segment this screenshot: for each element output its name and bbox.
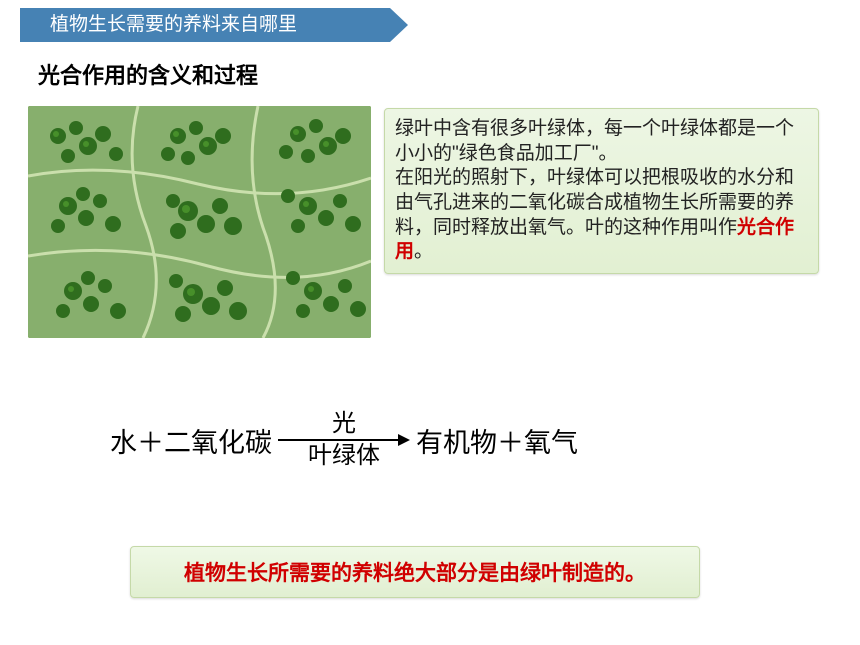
equation-reactants: 水＋二氧化碳 — [110, 421, 272, 460]
arrow-bottom-label: 叶绿体 — [308, 444, 380, 468]
explanation-box: 绿叶中含有很多叶绿体，每一个叶绿体都是一个小小的"绿色食品加工厂"。 在阳光的照… — [384, 108, 819, 274]
conclusion-box: 植物生长所需要的养料绝大部分是由绿叶制造的。 — [130, 546, 700, 598]
explanation-p2-suffix: 。 — [414, 241, 433, 262]
conclusion-text: 植物生长所需要的养料绝大部分是由绿叶制造的。 — [184, 562, 646, 585]
section-title: 植物生长需要的养料来自哪里 — [50, 14, 297, 35]
section-header-arrow — [390, 8, 408, 42]
arrow-bar — [278, 439, 398, 441]
equation-products: 有机物＋氧气 — [416, 421, 578, 460]
photosynthesis-equation: 水＋二氧化碳 光 叶绿体 有机物＋氧气 — [110, 410, 578, 470]
arrow-top-label: 光 — [332, 412, 356, 436]
explanation-p1: 绿叶中含有很多叶绿体，每一个叶绿体都是一个小小的"绿色食品加工厂"。 — [395, 118, 794, 164]
chloroplast-micrograph — [28, 106, 371, 338]
equation-arrow: 光 叶绿体 — [278, 412, 410, 468]
explanation-p2-prefix: 在阳光的照射下，叶绿体可以把根吸收的水分和由气孔进来的二氧化碳合成植物生长所需要… — [395, 167, 794, 237]
subtitle: 光合作用的含义和过程 — [38, 58, 258, 90]
arrow-head-icon — [398, 434, 410, 446]
section-header: 植物生长需要的养料来自哪里 — [20, 8, 390, 42]
leaf-svg — [28, 106, 371, 338]
